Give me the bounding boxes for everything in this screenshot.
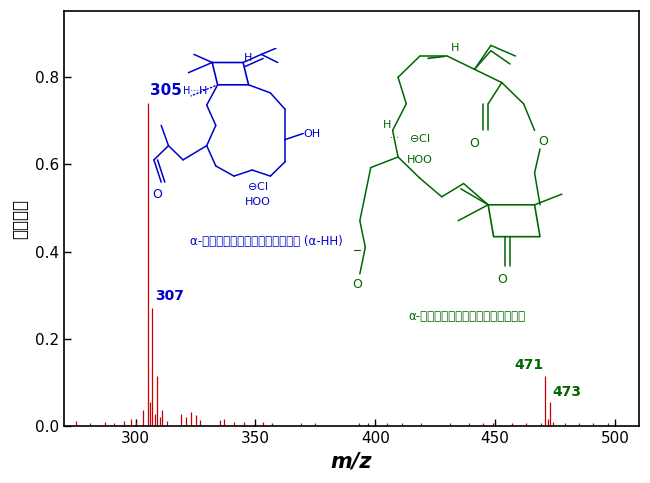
- Text: H: H: [199, 86, 207, 96]
- Text: $\ominus$Cl: $\ominus$Cl: [247, 180, 268, 192]
- Text: α-ヒドロキシヒドロペルオキシド (α-HH): α-ヒドロキシヒドロペルオキシド (α-HH): [190, 235, 343, 248]
- Text: H: H: [383, 120, 391, 130]
- Text: H···: H···: [183, 86, 200, 96]
- Text: O: O: [153, 188, 162, 201]
- Text: 471: 471: [514, 358, 543, 372]
- Text: α-アシルオキシヒドロペルオキシド: α-アシルオキシヒドロペルオキシド: [409, 310, 526, 323]
- Text: O: O: [497, 273, 507, 285]
- Text: 473: 473: [552, 385, 582, 399]
- X-axis label: m/z: m/z: [331, 452, 372, 472]
- Text: HOO: HOO: [244, 198, 270, 208]
- Text: O: O: [538, 135, 548, 147]
- Text: 307: 307: [155, 289, 184, 303]
- Text: O: O: [352, 278, 362, 291]
- Text: O: O: [469, 137, 480, 150]
- Text: ···: ···: [390, 133, 399, 143]
- Text: H: H: [451, 43, 460, 53]
- Text: OH: OH: [304, 128, 321, 139]
- Text: H: H: [244, 54, 253, 63]
- Text: HOO: HOO: [407, 155, 433, 165]
- Text: 305: 305: [150, 83, 182, 98]
- Y-axis label: 信号強度: 信号強度: [11, 199, 29, 239]
- Text: $\ominus$Cl: $\ominus$Cl: [410, 132, 430, 144]
